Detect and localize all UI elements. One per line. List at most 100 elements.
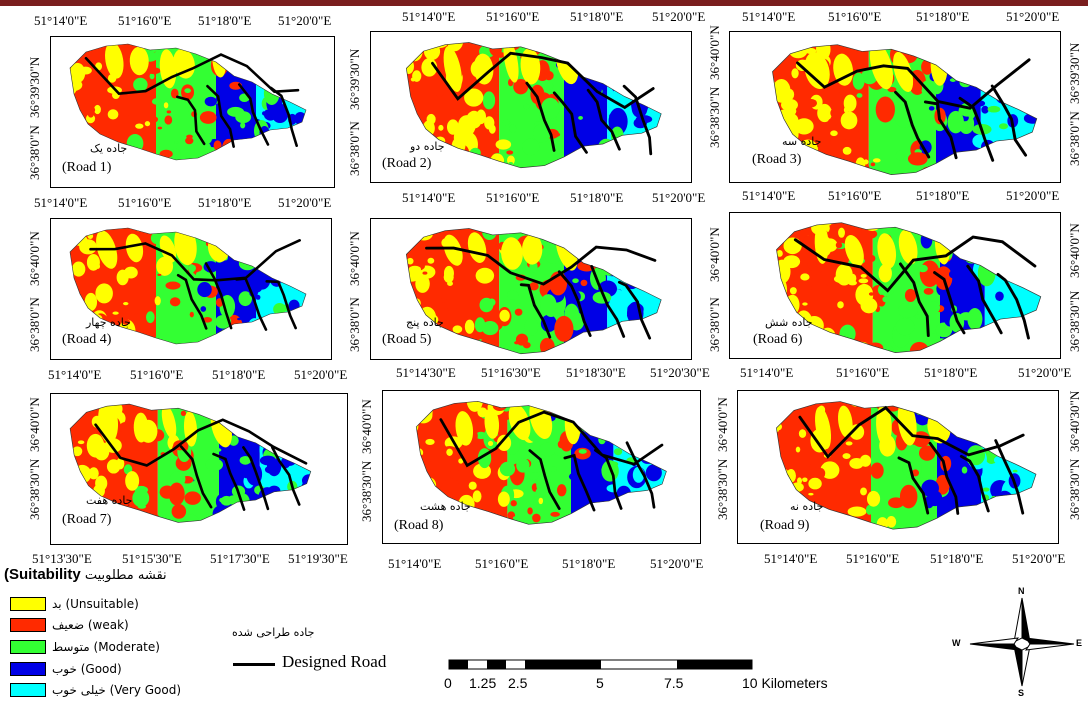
road5-xtick-bottom: 51°18'30"E	[566, 365, 626, 380]
road7-xtick-bottom: 51°17'30"E	[210, 551, 270, 566]
legend-title: (Suitability نقشه مطلوبیت	[4, 566, 167, 583]
road2-label-fa: جاده دو	[410, 140, 445, 153]
designed-road-line	[431, 51, 655, 156]
legend-swatch	[10, 683, 46, 697]
road2-label-en: (Road 2)	[382, 156, 432, 171]
legend-item-good: خوب (Good)	[10, 661, 122, 677]
scale-bar-segment	[487, 660, 506, 669]
road4-label-en: (Road 4)	[62, 332, 112, 347]
scale-label: 5	[596, 675, 604, 691]
road4-xtick: 51°20'0"E	[278, 195, 332, 210]
road5-xtick-bottom: 51°16'30"E	[481, 365, 541, 380]
road9-label-en: (Road 9)	[760, 518, 810, 533]
legend-label: ضعیف (weak)	[52, 618, 129, 632]
road1-xtick: 51°14'0"E	[34, 13, 88, 28]
road3-xtick: 51°14'0"E	[742, 9, 796, 24]
road6-xtick-bottom: 51°16'0"E	[836, 365, 890, 380]
road7-xtick-bottom: 51°15'30"E	[122, 551, 182, 566]
north-arrow-icon	[969, 597, 1075, 687]
road6-label-fa: جاده شش	[765, 316, 813, 329]
road3-label-fa: جاده سه	[782, 135, 822, 148]
road4-xtick-bottom: 51°18'0"E	[212, 367, 266, 382]
road5-label-en: (Road 5)	[382, 332, 432, 347]
road8-label-en: (Road 8)	[394, 518, 444, 533]
scale-bar-segment	[525, 660, 601, 669]
compass-w: W	[952, 638, 961, 648]
road6-xtick: 51°18'0"E	[916, 188, 970, 203]
road2-xtick: 51°16'0"E	[486, 9, 540, 24]
designed-road-line-symbol	[233, 663, 275, 666]
road6-xtick: 51°14'0"E	[742, 188, 796, 203]
road9-label-fa: جاده نه	[790, 500, 824, 513]
road4-xtick-bottom: 51°16'0"E	[130, 367, 184, 382]
road7-label-fa: جاده هفت	[86, 494, 133, 507]
road3-label-en: (Road 3)	[752, 152, 802, 167]
road6-xtick-bottom: 51°18'0"E	[924, 365, 978, 380]
legend-item-unsuitable: بد (Unsuitable)	[10, 596, 139, 612]
designed-road-line	[425, 245, 657, 340]
legend-label: بد (Unsuitable)	[52, 597, 139, 611]
road8-xtick-bottom: 51°20'0"E	[650, 556, 704, 571]
legend-item-weak: ضعیف (weak)	[10, 617, 129, 633]
road4-xtick-bottom: 51°14'0"E	[48, 367, 102, 382]
road1-xtick: 51°18'0"E	[198, 13, 252, 28]
road9-xtick-bottom: 51°14'0"E	[764, 551, 818, 566]
road5-xtick: 51°18'0"E	[570, 190, 624, 205]
scale-bar-segment	[449, 660, 468, 669]
road3-xtick: 51°20'0"E	[1006, 9, 1060, 24]
road8-xtick-bottom: 51°16'0"E	[475, 556, 529, 571]
legend-swatch	[10, 640, 46, 654]
road5-label-fa: جاده پنج	[406, 316, 444, 329]
road4-xtick: 51°16'0"E	[118, 195, 172, 210]
legend-item-moderate: متوسط (Moderate)	[10, 639, 160, 655]
road2-xtick: 51°18'0"E	[570, 9, 624, 24]
legend-swatch	[10, 597, 46, 611]
road9-xtick-bottom: 51°20'0"E	[1012, 551, 1066, 566]
road1-xtick: 51°16'0"E	[118, 13, 172, 28]
road4-xtick-bottom: 51°20'0"E	[294, 367, 348, 382]
compass-e: E	[1076, 638, 1083, 648]
designed-road-label-fa: جاده طراحی شده	[232, 626, 315, 639]
road1-label-en: (Road 1)	[62, 160, 112, 175]
legend-item-very-good: خیلی خوب (Very Good)	[10, 682, 181, 698]
legend-label: خیلی خوب (Very Good)	[52, 683, 182, 697]
road2-xtick: 51°14'0"E	[402, 9, 456, 24]
compass-s: S	[1018, 688, 1025, 698]
road3-xtick: 51°18'0"E	[916, 9, 970, 24]
scale-label: 1.25	[469, 675, 497, 691]
road4-label-fa: جاده چهار	[86, 316, 131, 329]
designed-road-line	[793, 235, 1037, 340]
road4-xtick: 51°14'0"E	[34, 195, 88, 210]
road5-xtick: 51°20'0"E	[652, 190, 706, 205]
designed-road-line	[798, 405, 1025, 515]
road1-label-fa: جاده یک	[90, 142, 128, 155]
scale-label: 10 Kilometers	[742, 675, 828, 691]
road8-xtick-bottom: 51°18'0"E	[562, 556, 616, 571]
road2-xtick: 51°20'0"E	[652, 9, 706, 24]
top-title-bar	[0, 0, 1088, 6]
road7-label-en: (Road 7)	[62, 512, 112, 527]
road6-xtick-bottom: 51°14'0"E	[740, 365, 794, 380]
scale-label: 0	[444, 675, 452, 691]
designed-road-line	[84, 53, 300, 148]
scale-label: 2.5	[508, 675, 528, 691]
road5-xtick: 51°14'0"E	[402, 190, 456, 205]
legend-title-en: (Suitability	[4, 566, 81, 583]
designed-road-line	[89, 239, 301, 331]
compass-n: N	[1018, 586, 1025, 596]
road6-xtick: 51°16'0"E	[828, 188, 882, 203]
designed-road-line	[94, 418, 308, 511]
road7-xtick-bottom: 51°19'30"E	[288, 551, 348, 566]
road9-xtick-bottom: 51°16'0"E	[846, 551, 900, 566]
road8-xtick-bottom: 51°14'0"E	[388, 556, 442, 571]
legend-title-fa: نقشه مطلوبیت	[84, 568, 167, 583]
road6-xtick-bottom: 51°20'0"E	[1018, 365, 1072, 380]
legend-label: متوسط (Moderate)	[52, 640, 160, 654]
road8-label-fa: جاده هشت	[420, 500, 471, 513]
road4-xtick: 51°18'0"E	[198, 195, 252, 210]
legend-label: خوب (Good)	[52, 662, 122, 676]
road6-label-en: (Road 6)	[753, 332, 803, 347]
road5-xtick: 51°16'0"E	[486, 190, 540, 205]
